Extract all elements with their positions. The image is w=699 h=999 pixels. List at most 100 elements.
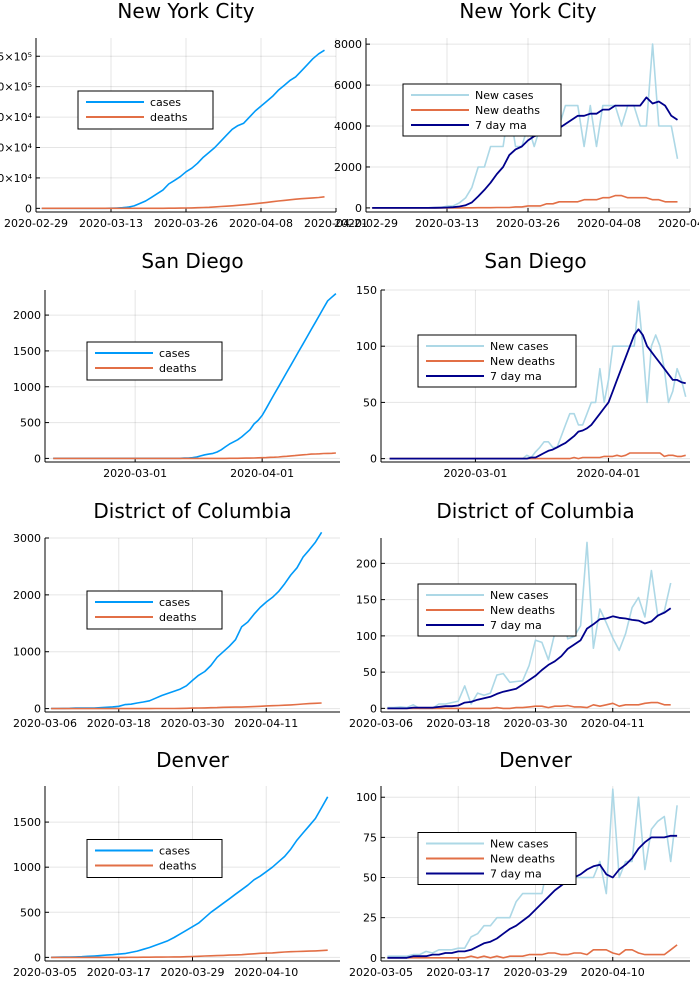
legend-label: 7 day ma xyxy=(490,868,542,881)
y-tick-label: 500 xyxy=(20,906,41,919)
y-tick-label: 4000 xyxy=(334,120,362,133)
y-tick-label: 1500 xyxy=(13,345,41,358)
legend-label: New cases xyxy=(490,340,549,353)
x-tick-label: 2020-04-11 xyxy=(234,717,298,730)
y-tick-label: 1000 xyxy=(13,861,41,874)
chart-panel: Denver 2020-03-05 2020-03-17 2020-03-29 2020… xyxy=(13,748,340,979)
legend-label: cases xyxy=(150,96,181,109)
x-tick-label: 2020-03-17 xyxy=(87,966,151,979)
x-tick-label: 2020-03-05 xyxy=(349,966,413,979)
legend-label: 7 day ma xyxy=(475,119,527,132)
x-tick-label: 2020-03-06 xyxy=(13,717,77,730)
y-tick-label: 0 xyxy=(370,453,377,466)
series-line-2 xyxy=(41,196,325,210)
legend-label: New deaths xyxy=(490,355,555,368)
legend-label: deaths xyxy=(159,611,197,624)
y-tick-label: 2000 xyxy=(13,589,41,602)
x-tick-label: 2020-03-06 xyxy=(349,717,413,730)
y-tick-label: 50 xyxy=(363,396,377,409)
chart-title: New York City xyxy=(459,0,596,23)
chart-title: Denver xyxy=(499,748,573,772)
legend-label: deaths xyxy=(150,111,188,124)
legend-label: cases xyxy=(159,845,190,858)
legend-label: 7 day ma xyxy=(490,619,542,632)
x-tick-label: 2020-03-01 xyxy=(443,467,507,480)
chart-panel: New York City 2020-02-29 2020-03-13 2020-03… xyxy=(334,0,699,230)
x-tick-label: 2020-04-01 xyxy=(576,467,640,480)
y-tick-label: 0 xyxy=(355,202,362,215)
y-tick-label: 50 xyxy=(363,872,377,885)
y-tick-label: 2.50×10⁴ xyxy=(0,172,33,185)
y-tick-label: 1000 xyxy=(13,646,41,659)
x-tick-label: 2020-04-08 xyxy=(229,217,293,230)
legend-label: deaths xyxy=(159,362,197,375)
chart-title: San Diego xyxy=(484,249,586,273)
y-tick-label: 1500 xyxy=(13,816,41,829)
y-tick-label: 50 xyxy=(363,666,377,679)
chart-title: District of Columbia xyxy=(93,499,291,523)
series-line-2 xyxy=(53,452,336,460)
y-tick-label: 7.50×10⁴ xyxy=(0,111,33,124)
legend-box xyxy=(86,839,223,878)
legend-box xyxy=(77,90,214,130)
y-tick-label: 75 xyxy=(363,831,377,844)
series-line-1 xyxy=(51,796,329,959)
series-line-2 xyxy=(372,194,678,209)
series-line-3 xyxy=(389,328,686,460)
x-tick-label: 2020-03-30 xyxy=(504,717,568,730)
x-tick-label: 2020-03-26 xyxy=(496,217,560,230)
series-line-2 xyxy=(387,944,678,959)
x-tick-label: 2020-03-05 xyxy=(13,966,77,979)
series-line-3 xyxy=(372,96,678,209)
y-tick-label: 150 xyxy=(356,284,377,297)
legend-label: deaths xyxy=(159,860,197,873)
series-line-2 xyxy=(387,701,671,710)
x-tick-label: 2020-03-13 xyxy=(79,217,143,230)
y-tick-label: 5.00×10⁴ xyxy=(0,142,33,155)
legend-box xyxy=(86,341,223,381)
y-tick-label: 8000 xyxy=(334,38,362,51)
chart-panel: District of Columbia 2020-03-06 2020-03-18… xyxy=(349,499,690,730)
y-tick-label: 2000 xyxy=(13,309,41,322)
x-tick-label: 2020-04-11 xyxy=(581,717,645,730)
y-tick-label: 200 xyxy=(356,557,377,570)
legend-label: cases xyxy=(159,596,190,609)
legend-label: New cases xyxy=(475,89,534,102)
y-tick-label: 0 xyxy=(34,703,41,716)
series-line-2 xyxy=(51,949,328,959)
y-tick-label: 1.25×10⁵ xyxy=(0,50,32,63)
y-tick-label: 25 xyxy=(363,912,377,925)
series-line-2 xyxy=(51,702,322,710)
x-tick-label: 2020-04-21 xyxy=(658,217,699,230)
x-tick-label: 2020-03-01 xyxy=(103,467,167,480)
series-line-3 xyxy=(387,834,678,959)
chart-panel: San Diego 2020-03-01 2020-04-01 0 500 1000 150… xyxy=(13,249,340,480)
legend-label: cases xyxy=(159,347,190,360)
y-tick-label: 100 xyxy=(356,630,377,643)
y-tick-label: 100 xyxy=(356,791,377,804)
chart-title: New York City xyxy=(117,0,254,23)
x-tick-label: 2020-03-29 xyxy=(504,966,568,979)
series-line-3 xyxy=(387,607,672,710)
y-tick-label: 0 xyxy=(370,702,377,715)
chart-panel: San Diego 2020-03-01 2020-04-01 0 50 100 150 Ne… xyxy=(356,249,690,480)
y-tick-label: 100 xyxy=(356,340,377,353)
x-tick-label: 2020-02-29 xyxy=(4,217,68,230)
chart-panel: Denver 2020-03-05 2020-03-17 2020-03-29 2020… xyxy=(349,748,690,979)
x-tick-label: 2020-03-18 xyxy=(87,717,151,730)
y-tick-label: 2000 xyxy=(334,161,362,174)
chart-title: District of Columbia xyxy=(436,499,634,523)
y-tick-label: 0 xyxy=(25,202,32,215)
chart-title: San Diego xyxy=(141,249,243,273)
y-tick-label: 0 xyxy=(34,452,41,465)
legend-label: New deaths xyxy=(490,853,555,866)
chart-panel: District of Columbia 2020-03-06 2020-03-18… xyxy=(13,499,340,730)
x-tick-label: 2020-04-10 xyxy=(234,966,298,979)
y-tick-label: 6000 xyxy=(334,79,362,92)
y-tick-label: 0 xyxy=(34,951,41,964)
x-tick-label: 2020-04-01 xyxy=(230,467,294,480)
x-tick-label: 2020-03-26 xyxy=(154,217,218,230)
chart-title: Denver xyxy=(156,748,230,772)
x-tick-label: 2020-03-17 xyxy=(426,966,490,979)
